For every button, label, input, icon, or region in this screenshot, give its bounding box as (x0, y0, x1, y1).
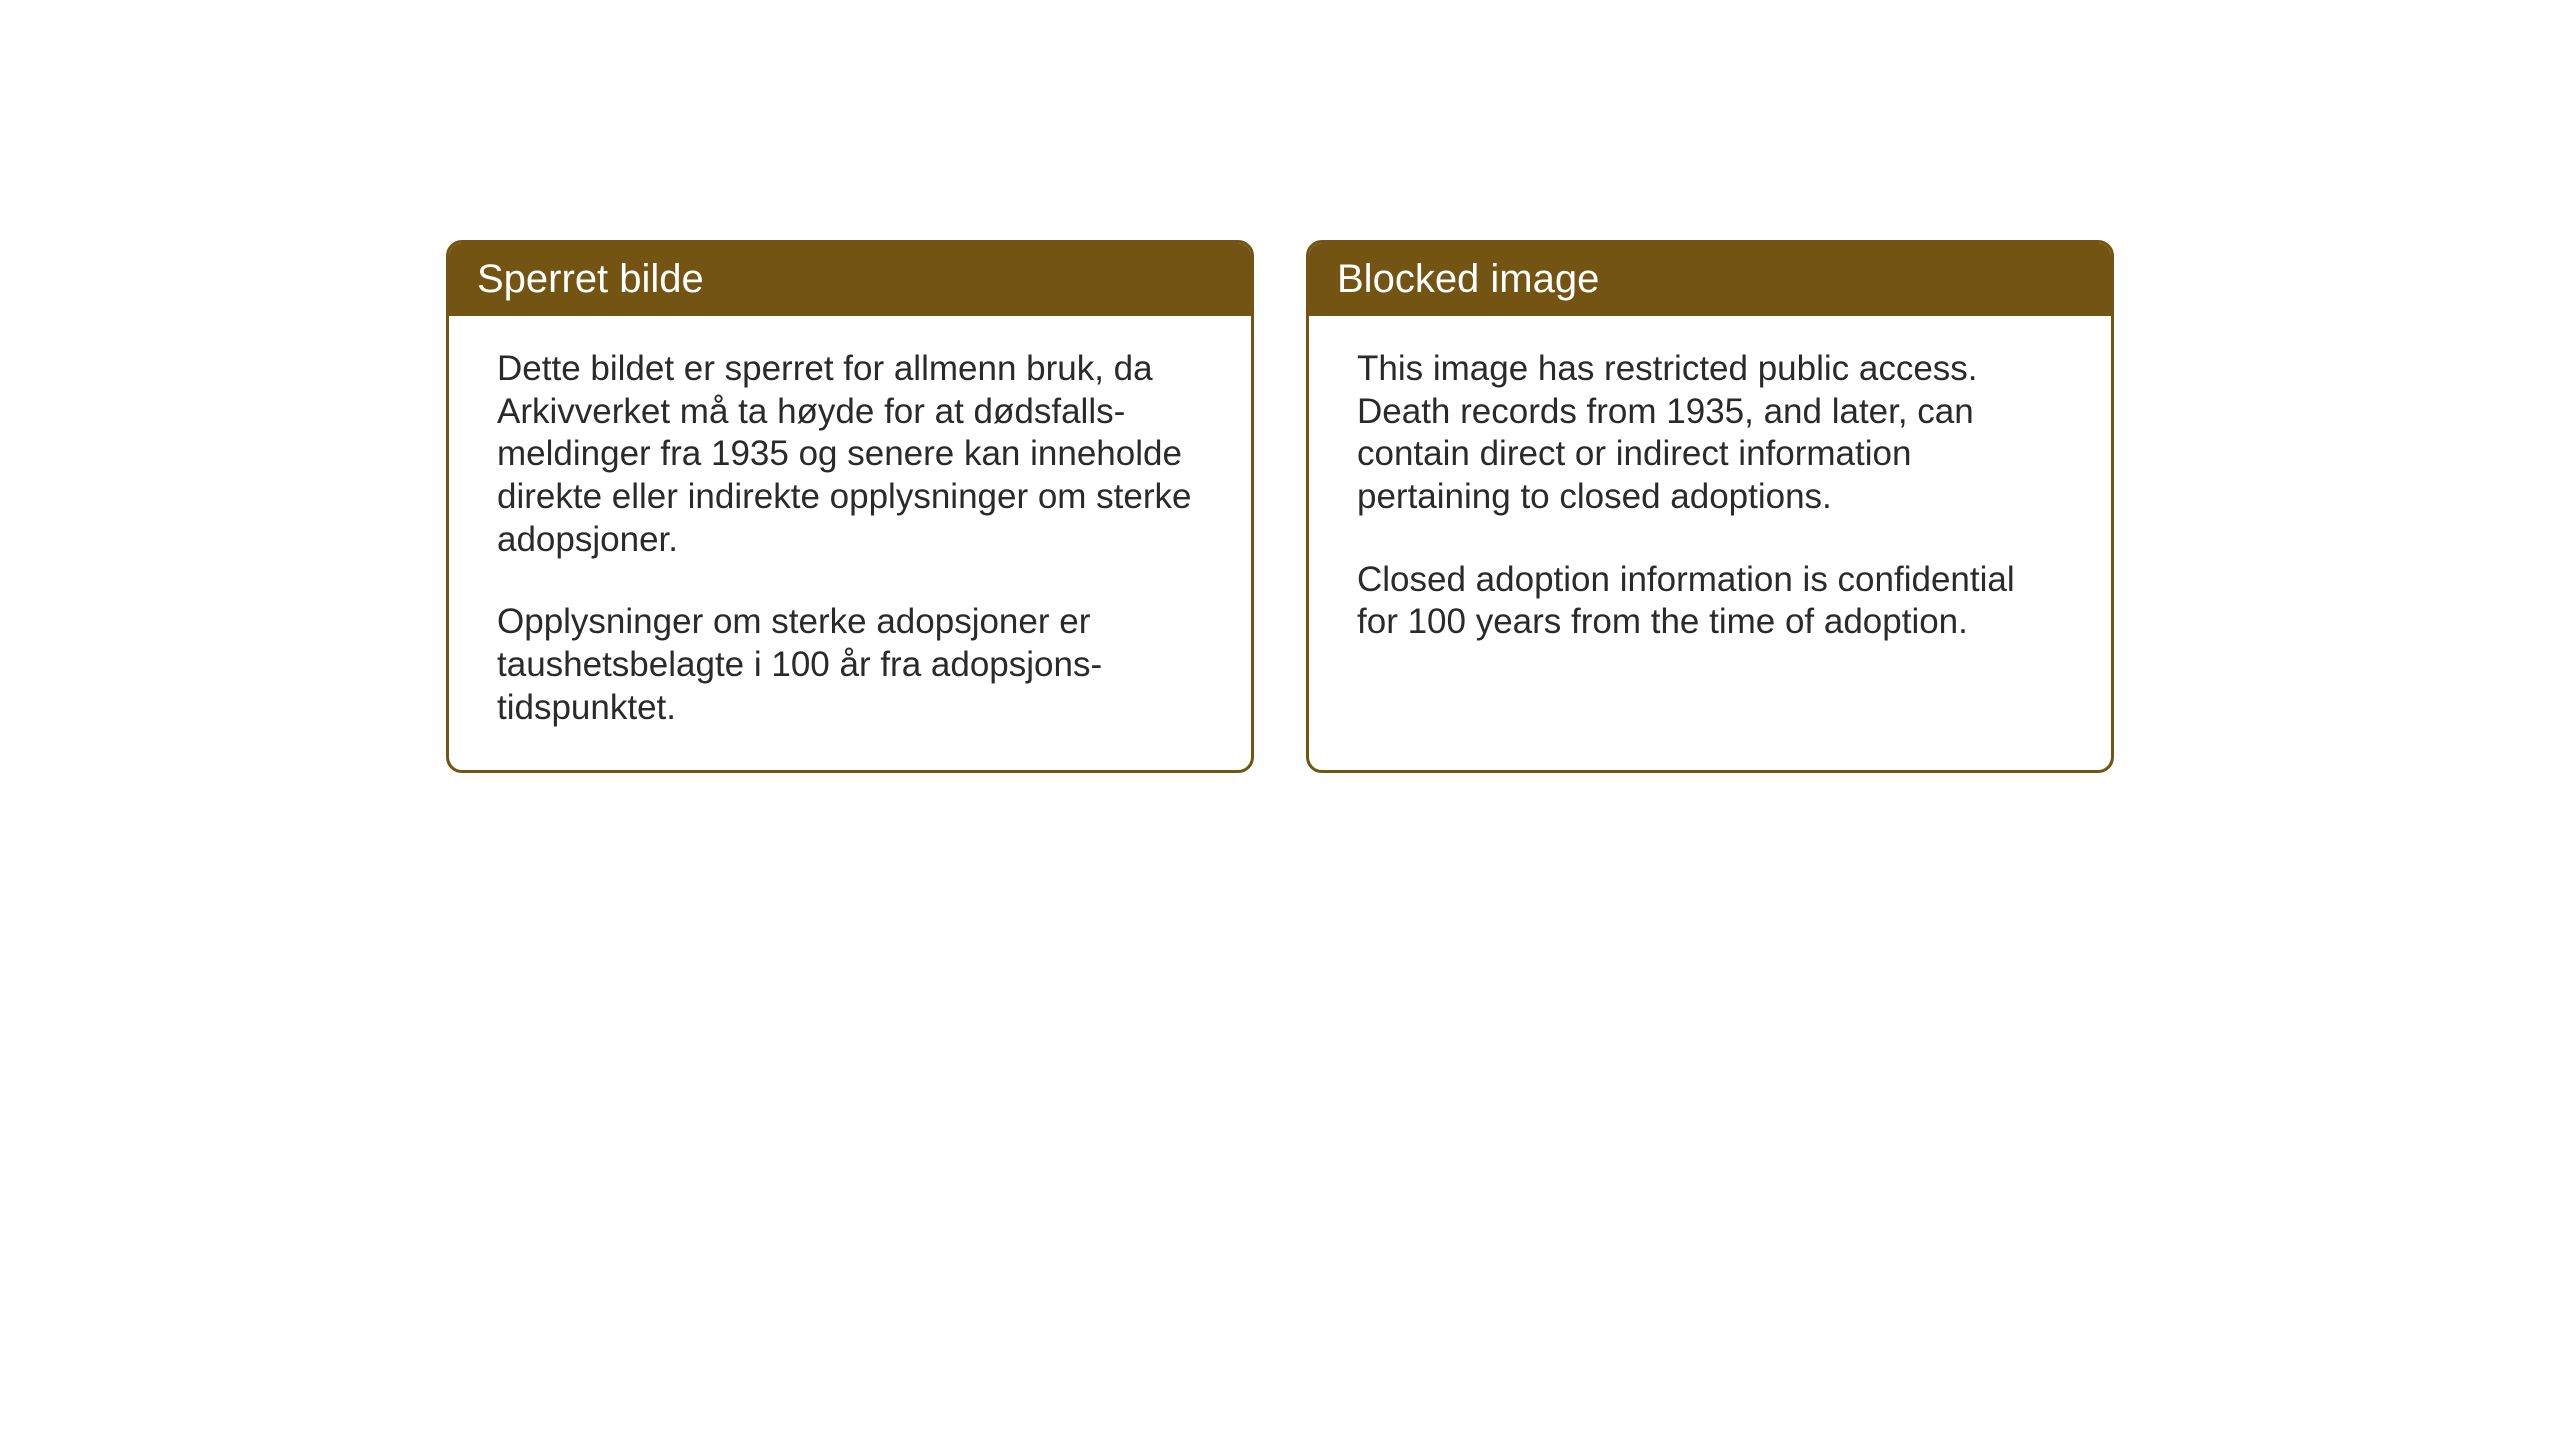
card-title: Sperret bilde (477, 257, 704, 301)
card-title: Blocked image (1337, 257, 1599, 301)
card-paragraph: Dette bildet er sperret for allmenn bruk… (497, 348, 1203, 561)
card-paragraph: This image has restricted public access.… (1357, 348, 2063, 519)
card-body-english: This image has restricted public access.… (1309, 316, 2111, 716)
card-body-norwegian: Dette bildet er sperret for allmenn bruk… (449, 316, 1251, 770)
card-paragraph: Opplysninger om sterke adopsjoner er tau… (497, 601, 1203, 729)
card-header-norwegian: Sperret bilde (449, 243, 1251, 316)
notice-container: Sperret bilde Dette bildet er sperret fo… (0, 0, 2560, 773)
notice-card-norwegian: Sperret bilde Dette bildet er sperret fo… (446, 240, 1254, 773)
notice-card-english: Blocked image This image has restricted … (1306, 240, 2114, 773)
card-paragraph: Closed adoption information is confident… (1357, 559, 2063, 644)
card-header-english: Blocked image (1309, 243, 2111, 316)
